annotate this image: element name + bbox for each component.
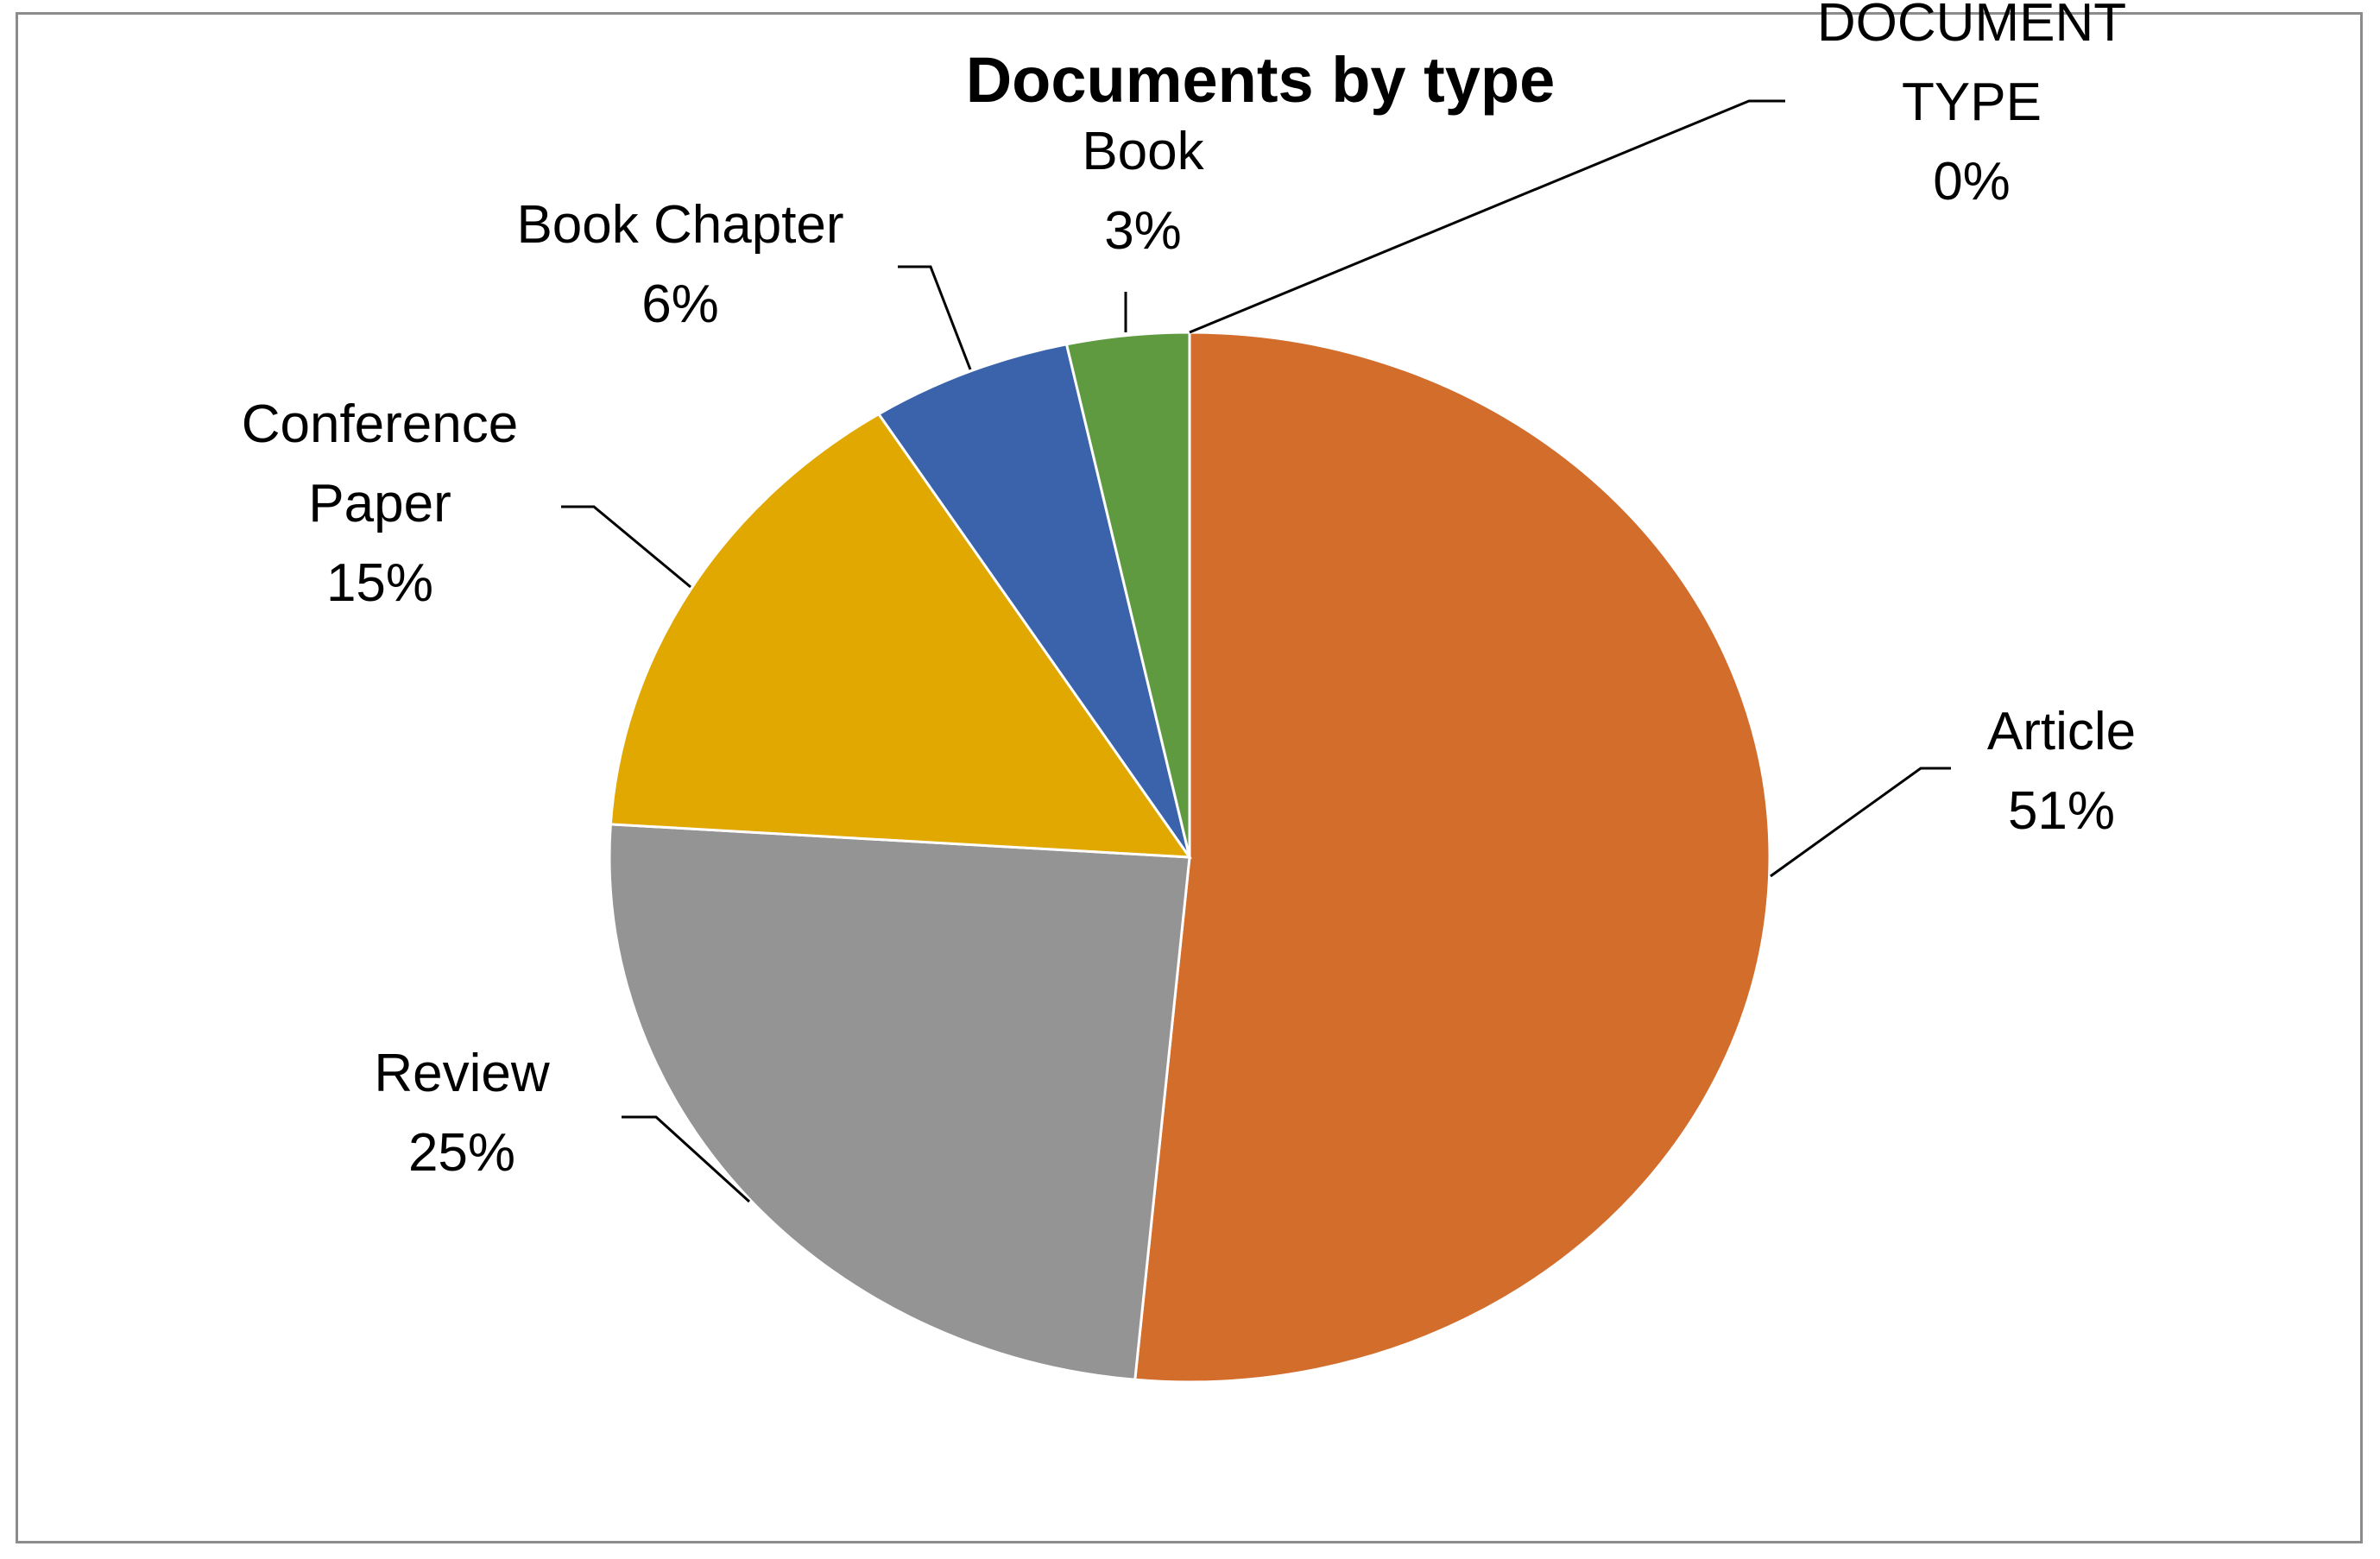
- pie-slice-conference-paper: [609, 412, 1193, 859]
- pie-slice-article: [1133, 331, 1771, 1384]
- data-label-article: Article 51%: [1987, 702, 2136, 841]
- pie-slices: [608, 331, 1771, 1384]
- chart-title: Documents by type: [966, 44, 1556, 116]
- data-label-name: DOCUMENT: [1817, 0, 2126, 53]
- leader-lines: [561, 99, 1951, 1203]
- data-label-percent: 6%: [641, 275, 719, 334]
- data-label-name: Book Chapter: [516, 195, 843, 255]
- data-labels: Article 51% Review 25% Conference Paper 15% Boo…: [242, 0, 2136, 1183]
- leader-line-document-type: [1189, 99, 1785, 334]
- data-label-name: Conference: [242, 394, 519, 454]
- leader-line-book-chapter: [898, 265, 972, 370]
- data-label-document-type: DOCUMENT TYPE 0%: [1817, 0, 2126, 211]
- data-label-book-chapter: Book Chapter 6%: [516, 195, 843, 334]
- pie-slice-book: [1064, 331, 1191, 858]
- data-label-percent: 51%: [2008, 781, 2115, 841]
- data-label-name: Article: [1987, 702, 2136, 761]
- leader-line-conference-paper: [561, 505, 691, 589]
- data-label-name: Book: [1082, 122, 1204, 181]
- leader-line-review: [622, 1115, 751, 1203]
- pie-slice-review: [608, 823, 1191, 1381]
- data-label-percent: 0%: [1933, 152, 2011, 211]
- data-label-name: Review: [374, 1044, 550, 1103]
- data-label-review: Review 25%: [374, 1044, 550, 1183]
- data-label-conference-paper: Conference Paper 15%: [242, 394, 519, 613]
- leader-line-article: [1770, 767, 1951, 878]
- data-label-percent: 3%: [1104, 201, 1182, 261]
- data-label-percent: 15%: [326, 553, 433, 613]
- data-label-percent: 25%: [408, 1123, 515, 1183]
- pie-slice-book-chapter: [876, 343, 1191, 858]
- data-label-name: TYPE: [1902, 73, 2042, 132]
- data-label-name: Paper: [308, 474, 451, 533]
- data-label-book: Book 3%: [1082, 122, 1204, 261]
